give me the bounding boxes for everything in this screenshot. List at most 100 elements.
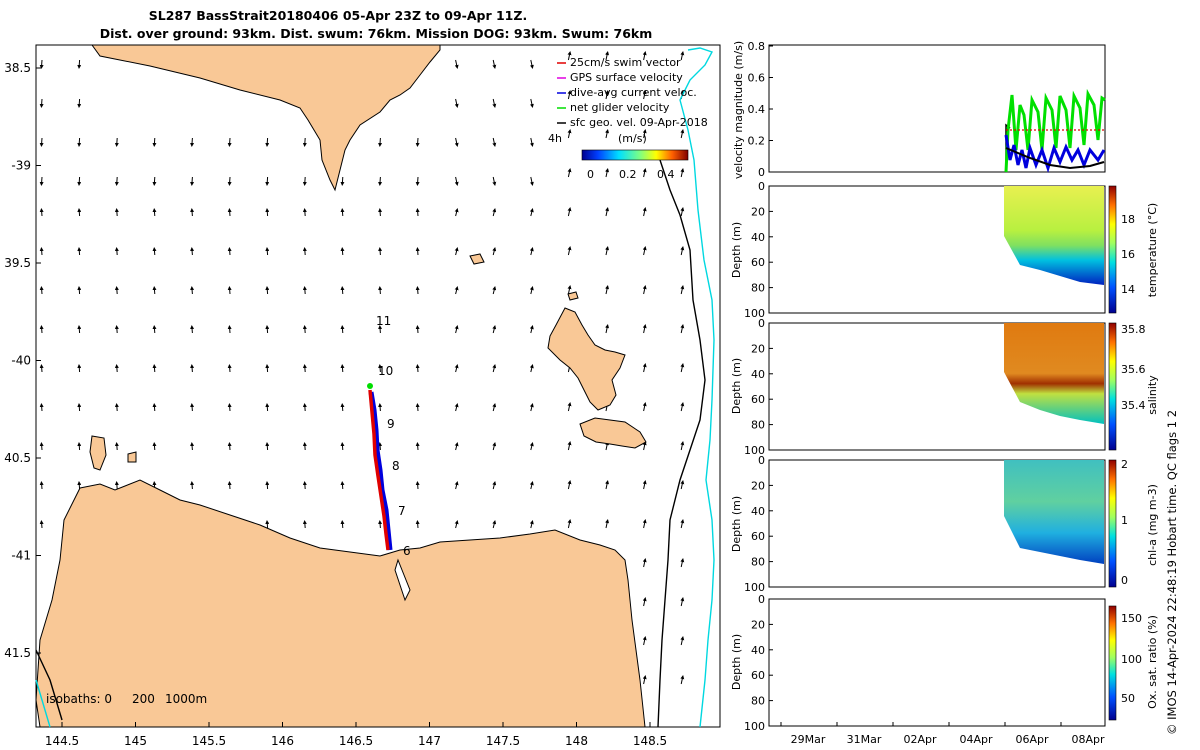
- date-tick: 06Apr: [1015, 733, 1049, 746]
- salinity-cbar-label: salinity: [1146, 375, 1159, 415]
- chla-section: [1004, 460, 1104, 564]
- lat-tick-label: 40.5: [4, 451, 31, 465]
- day-label: 11: [376, 314, 391, 328]
- land-victoria: [91, 44, 441, 192]
- depth-tick: 80: [751, 282, 765, 295]
- lon-tick-label: 147: [418, 734, 441, 748]
- lon-tick-label: 144.5: [45, 734, 79, 748]
- plot-title-line1: SL287 BassStrait20180406 05-Apr 23Z to 0…: [148, 8, 528, 23]
- depth-tick: 100: [744, 720, 765, 733]
- date-tick: 02Apr: [903, 733, 937, 746]
- colorbar-tick: 0.4: [657, 168, 675, 181]
- chla-colorbar: [1108, 459, 1117, 588]
- chla-panel: [768, 459, 1106, 588]
- lon-tick-label: 148.5: [633, 734, 667, 748]
- latitude-ticks: 38.5 -39 39.5 -40 40.5 -41 41.5: [4, 61, 41, 660]
- day-label: 8: [392, 459, 400, 473]
- date-tick: 31Mar: [847, 733, 882, 746]
- lon-tick-label: 146: [271, 734, 294, 748]
- day-labels: 11 10 9 8 7 6: [376, 314, 411, 558]
- depth-tick: 0: [758, 317, 765, 330]
- glider-track: [367, 383, 393, 551]
- depth-tick: 60: [751, 669, 765, 682]
- lon-tick-label: 145: [124, 734, 147, 748]
- depth-tick: 40: [751, 368, 765, 381]
- day-label: 7: [398, 504, 406, 518]
- depth-tick: 0: [758, 180, 765, 193]
- legend-4h: 4h: [548, 132, 562, 145]
- chla-cbar-label: chl-a (mg m-3): [1146, 484, 1159, 566]
- imos-credit: © IMOS 14-Apr-2024 22:48:19 Hobart time.…: [1165, 410, 1179, 735]
- velocity-ytick: 0.6: [748, 72, 766, 85]
- colorbar-tick: 2: [1121, 458, 1128, 471]
- panel-axis-ticks: 00.20.40.60.8020406080100020406080100020…: [730, 40, 1159, 746]
- depth-tick: 100: [744, 444, 765, 457]
- plot-title-line2: Dist. over ground: 93km. Dist. swum: 76k…: [99, 26, 653, 41]
- map-legend: 25cm/s swim vector GPS surface velocity …: [548, 56, 708, 181]
- depth-tick: 80: [751, 695, 765, 708]
- colorbar-tick: 50: [1121, 692, 1135, 705]
- isobath-200m: [35, 649, 63, 721]
- depth-tick: 20: [751, 205, 765, 218]
- date-tick: 08Apr: [1071, 733, 1105, 746]
- land-hunter-island: [89, 435, 107, 471]
- day-label: 9: [387, 417, 395, 431]
- isobath-1000-label: 1000m: [165, 692, 207, 706]
- isobath-200m: [657, 159, 706, 728]
- depth-tick: 80: [751, 419, 765, 432]
- oxygen-panel: [768, 598, 1106, 727]
- lat-tick-label: -41: [11, 549, 31, 563]
- colorbar-tick: 18: [1121, 213, 1135, 226]
- salinity-colorbar: [1108, 322, 1117, 451]
- legend-dive-avg-current: dive-avg current veloc.: [570, 86, 697, 99]
- date-tick: 29Mar: [791, 733, 826, 746]
- river-tamar: [394, 558, 411, 602]
- temperature-panel: [768, 185, 1106, 314]
- colorbar-tick: 0: [587, 168, 594, 181]
- land-flinders-island: [547, 307, 626, 411]
- depth-tick: 60: [751, 393, 765, 406]
- legend-net-glider-velocity: net glider velocity: [570, 101, 670, 114]
- legend-gps-velocity: GPS surface velocity: [570, 71, 683, 84]
- isobath-1000m: [679, 47, 715, 728]
- date-tick: 04Apr: [959, 733, 993, 746]
- lat-tick-label: -40: [11, 354, 31, 368]
- speed-colorbar: [581, 149, 689, 161]
- salinity-section: [1004, 323, 1104, 424]
- colorbar-tick: 35.8: [1121, 323, 1146, 336]
- temperature-cbar-label: temperature (°C): [1146, 203, 1159, 297]
- velocity-ytick: 0.8: [748, 40, 766, 53]
- land-small-island: [567, 291, 579, 301]
- depth-tick: 20: [751, 479, 765, 492]
- land-tasmania: [35, 479, 646, 728]
- colorbar-tick: 100: [1121, 653, 1142, 666]
- velocity-panel: [768, 44, 1106, 173]
- isobath-1000m: [35, 679, 51, 728]
- depth-tick: 20: [751, 618, 765, 631]
- land-cape-barren-island: [579, 417, 647, 449]
- oxygen-colorbar: [1108, 605, 1117, 721]
- qc-flags-label: QC flags 1 2: [1165, 409, 1179, 481]
- day-label: 10: [378, 364, 393, 378]
- lon-tick-label: 147.5: [486, 734, 520, 748]
- credit-text: © IMOS 14-Apr-2024 22:48:19 Hobart time.: [1165, 483, 1179, 735]
- lat-tick-label: 39.5: [4, 256, 31, 270]
- temperature-colorbar: [1108, 185, 1117, 314]
- depth-tick: 40: [751, 644, 765, 657]
- land-small-island: [127, 451, 137, 463]
- colorbar-tick: 150: [1121, 612, 1142, 625]
- colorbar-tick: 35.6: [1121, 363, 1146, 376]
- salinity-panel: [768, 322, 1106, 451]
- oxygen-cbar-label: Ox. sat. ratio (%): [1146, 615, 1159, 709]
- lon-tick-label: 145.5: [192, 734, 226, 748]
- depth-tick: 60: [751, 530, 765, 543]
- colorbar-unit: (m/s): [618, 132, 647, 145]
- isobath-legend: isobaths: 0 200 1000m: [46, 692, 207, 706]
- depth-tick: 100: [744, 581, 765, 594]
- colorbar-tick: 0: [1121, 574, 1128, 587]
- depth-tick: 0: [758, 593, 765, 606]
- colorbar-tick: 14: [1121, 283, 1135, 296]
- lon-tick-label: 148: [565, 734, 588, 748]
- temperature-section: [1004, 186, 1104, 285]
